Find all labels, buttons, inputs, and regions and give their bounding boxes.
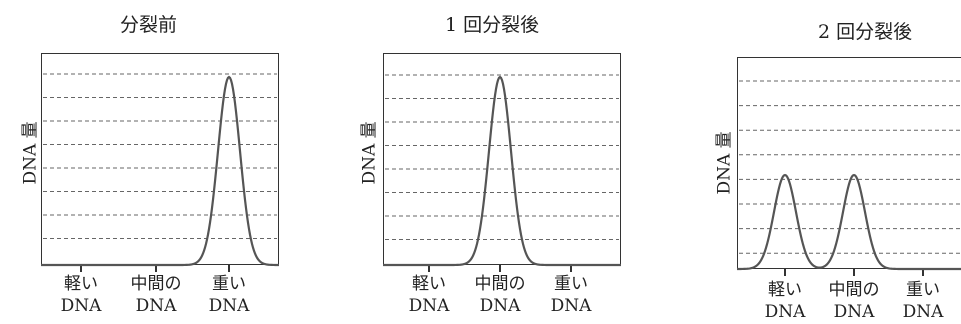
y-axis-label: DNA 量 — [359, 121, 380, 185]
x-tick-label-light: 軽い DNA — [764, 280, 806, 322]
x-tick-label-heavy: 重い DNA — [902, 280, 944, 322]
plot-area — [737, 80, 961, 276]
chart-title: 分裂前 — [120, 14, 178, 36]
dna-distribution-curve — [41, 75, 279, 267]
chart-panel-after-1: 1 回分裂後 DNA 量 軽い DNA 中間の DNA 重い DNA — [330, 0, 650, 324]
x-tick-label-light: 軽い DNA — [60, 274, 102, 316]
dna-distribution-curve — [383, 75, 621, 267]
x-tick-label-light: 軽い DNA — [408, 274, 450, 316]
x-tick-label-heavy: 重い DNA — [208, 274, 250, 316]
x-tick-label-heavy: 重い DNA — [550, 274, 592, 316]
x-tick-label-middle: 中間の DNA — [474, 274, 526, 316]
y-axis-label: DNA 量 — [20, 121, 41, 185]
plot-frame — [383, 53, 621, 265]
plot-area — [383, 74, 621, 272]
plot-area — [41, 73, 279, 272]
chart-panel-after-2: 2 回分裂後 DNA 量 軽い DNA 中間の DNA 重い DNA — [690, 0, 961, 324]
dna-distribution-curve — [737, 173, 961, 271]
chart-title: 2 回分裂後 — [818, 21, 913, 43]
chart-panel-before: 分裂前 DNA 量 軽い DNA 中間の DNA 重い DNA — [0, 0, 320, 324]
plot-frame — [737, 57, 961, 269]
x-tick-label-middle: 中間の DNA — [130, 274, 182, 316]
chart-title: 1 回分裂後 — [445, 14, 540, 36]
x-tick-label-middle: 中間の DNA — [828, 280, 880, 322]
y-axis-label: DNA 量 — [714, 131, 735, 195]
